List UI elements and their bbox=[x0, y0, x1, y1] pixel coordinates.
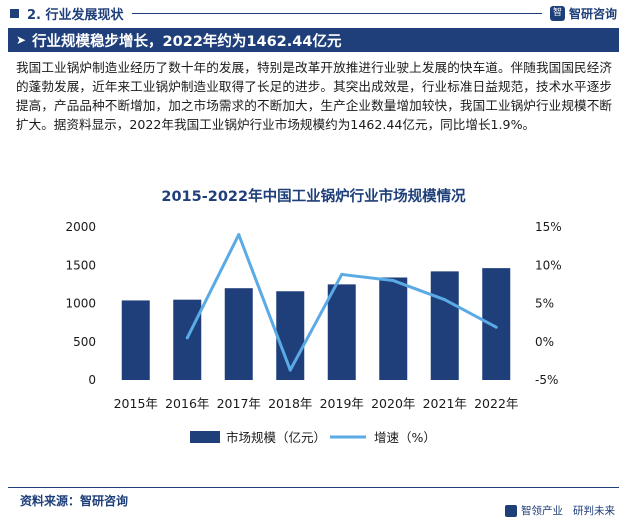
x-tick-label: 2022年 bbox=[474, 396, 518, 411]
growth-point bbox=[340, 272, 344, 276]
bar bbox=[224, 288, 253, 380]
bar bbox=[276, 291, 305, 380]
growth-point bbox=[185, 336, 189, 340]
brand-name: 智研咨询 bbox=[568, 6, 617, 21]
brand: 智 智研咨询 bbox=[549, 5, 617, 22]
section-title: 2. 行业发展现状 bbox=[27, 7, 124, 23]
arrow-icon: ➤ bbox=[16, 33, 27, 47]
body-paragraph: 我国工业锅炉制造业经历了数十年的发展，特别是改革开放推进行业驶上发展的快车道。伴… bbox=[16, 60, 612, 132]
slogan-right: 研判未来 bbox=[573, 505, 615, 517]
y-right-tick-label: 10% bbox=[535, 258, 562, 272]
bar bbox=[327, 284, 356, 380]
legend-bar-swatch bbox=[190, 431, 220, 443]
chart-canvas: 0 500 1000 1500 2000 -5% 0% 5% 10% 15% 2015年 2016年 2… bbox=[65, 220, 562, 445]
slogan-logo-icon bbox=[505, 504, 517, 517]
growth-point bbox=[494, 325, 498, 329]
growth-point bbox=[443, 298, 447, 302]
growth-point bbox=[288, 368, 292, 372]
y-right-tick-label: 0% bbox=[535, 335, 554, 349]
bar bbox=[173, 299, 202, 380]
chart-title: 2015-2022年中国工业锅炉行业市场规模情况 bbox=[161, 189, 466, 205]
headline-title: 行业规模稳步增长，2022年约为1462.44亿元 bbox=[32, 33, 342, 50]
source-note: 资料来源：智研咨询 bbox=[20, 494, 129, 508]
y-right-tick-label: 15% bbox=[535, 220, 562, 234]
y-left-tick-label: 0 bbox=[88, 373, 96, 387]
x-tick-label: 2018年 bbox=[268, 396, 312, 411]
y-right-tick-label: -5% bbox=[535, 373, 558, 387]
headline-banner: ➤ 行业规模稳步增长，2022年约为1462.44亿元 bbox=[8, 28, 619, 52]
x-tick-label: 2020年 bbox=[371, 396, 415, 411]
bar bbox=[379, 277, 408, 380]
x-tick-label: 2021年 bbox=[423, 396, 467, 411]
x-tick-label: 2019年 bbox=[320, 396, 364, 411]
slogan-left: 智领产业 bbox=[521, 505, 563, 517]
footer-divider bbox=[8, 487, 619, 488]
x-tick-label: 2015年 bbox=[114, 396, 158, 411]
bar bbox=[482, 268, 511, 380]
header-divider bbox=[131, 12, 542, 14]
legend-line-label: 增速（%） bbox=[374, 430, 436, 445]
slogan: 智领产业 研判未来 bbox=[505, 503, 615, 518]
x-tick-label: 2017年 bbox=[217, 396, 261, 411]
brand-logo-icon: 智 bbox=[549, 5, 565, 21]
y-right-tick-label: 5% bbox=[535, 297, 554, 311]
y-left-tick-label: 1000 bbox=[65, 297, 96, 311]
growth-point bbox=[237, 233, 241, 237]
section-marker bbox=[10, 8, 19, 18]
bar bbox=[121, 300, 150, 380]
legend-bar-label: 市场规模（亿元） bbox=[226, 430, 326, 445]
growth-point bbox=[391, 279, 395, 283]
y-left-tick-label: 500 bbox=[73, 335, 96, 349]
x-tick-label: 2016年 bbox=[165, 396, 209, 411]
top-bar: 2. 行业发展现状 智 智研咨询 bbox=[0, 0, 627, 26]
y-left-tick-label: 2000 bbox=[65, 220, 96, 234]
y-left-tick-label: 1500 bbox=[65, 258, 96, 272]
bar bbox=[430, 271, 459, 380]
